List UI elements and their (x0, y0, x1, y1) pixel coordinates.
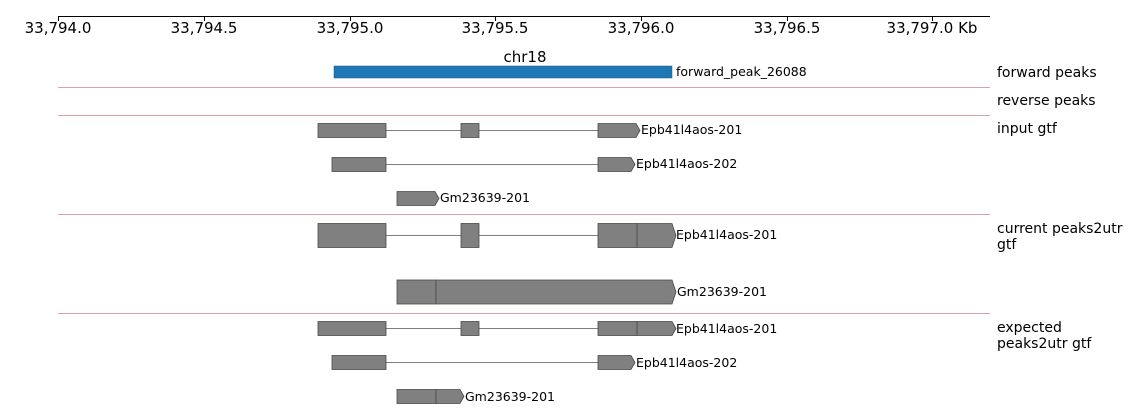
track-label-forward-peaks: forward peaks (997, 65, 1097, 81)
exon-block (396, 279, 437, 305)
feature-label: Epb41l4aos-201 (641, 122, 743, 137)
feature-label: forward_peak_26088 (676, 64, 807, 79)
exon-block (460, 123, 480, 138)
tick-label: 33,794.0 (24, 19, 92, 37)
exon-block (317, 123, 387, 138)
forward-peak-bar (333, 65, 673, 79)
feature-label: Gm23639-201 (465, 389, 555, 404)
track-separators (58, 87, 990, 314)
tick-label: 33,796.5 (753, 19, 821, 37)
feature-label: Epb41l4aos-201 (676, 321, 778, 336)
feature-label: Gm23639-201 (677, 284, 767, 299)
exon-block (460, 321, 480, 336)
exon-block-arrow (396, 191, 440, 206)
track-label-input-gtf: input gtf (997, 121, 1057, 137)
exon-block (331, 355, 387, 370)
feature-label: Gm23639-201 (440, 190, 530, 205)
exon-block (317, 321, 387, 336)
feature-label: Epb41l4aos-202 (636, 156, 738, 171)
tick-label: 33,796.0 (607, 19, 675, 37)
utr-block-arrow (636, 223, 677, 248)
exon-block (597, 321, 638, 336)
feature-label: Epb41l4aos-201 (676, 227, 778, 242)
exon-block (597, 223, 638, 248)
utr-block-arrow (435, 389, 465, 404)
track-label-current-gtf: current peaks2utr gtf (997, 221, 1123, 253)
exon-block-arrow (597, 123, 641, 138)
axis-ticks (58, 16, 933, 21)
tick-label: 33,795.5 (461, 19, 529, 37)
utr-block-arrow (435, 279, 677, 305)
exon-block (396, 389, 437, 404)
exon-block (460, 223, 480, 248)
exon-block (317, 223, 387, 248)
gene-features (317, 123, 677, 404)
track-label-expected-gtf: expected peaks2utr gtf (997, 320, 1092, 352)
tick-label: 33,794.5 (170, 19, 238, 37)
exon-block (331, 157, 387, 172)
exon-block-arrow (597, 157, 636, 172)
exon-block-arrow (597, 355, 636, 370)
track-label-reverse-peaks: reverse peaks (997, 93, 1096, 109)
utr-block-arrow (636, 321, 677, 336)
chromosome-label: chr18 (503, 48, 547, 66)
tick-label: 33,797.0 Kb (886, 19, 978, 37)
tick-label: 33,795.0 (316, 19, 384, 37)
feature-label: Epb41l4aos-202 (636, 355, 738, 370)
